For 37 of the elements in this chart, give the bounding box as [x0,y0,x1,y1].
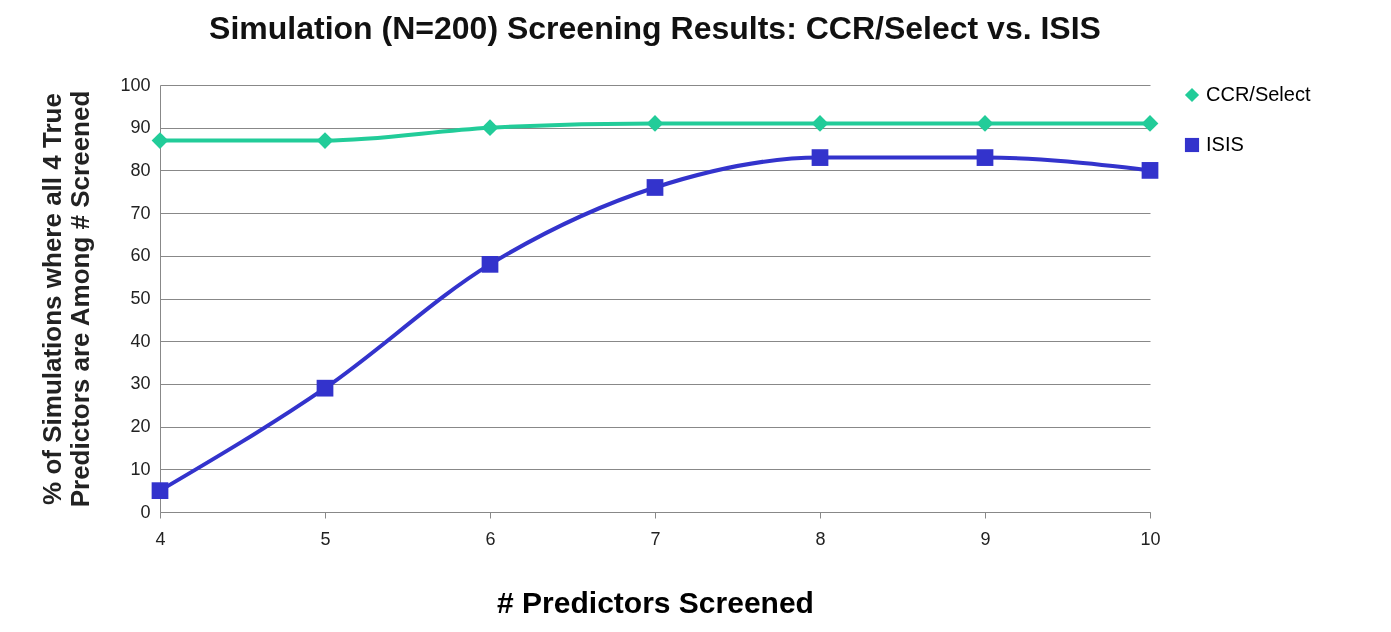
y-axis-title: % of Simulations where all 4 True Predictors are Among # Screened [37,90,96,508]
y-tick-label: 70 [130,202,151,223]
point [811,115,829,132]
y-tick-label: 60 [130,245,151,266]
x-tick-label: 10 [1140,528,1161,549]
point [811,149,829,166]
y-tick-label: 80 [130,159,151,180]
point [646,179,664,196]
x-tick-label: 7 [650,528,661,549]
point [151,132,169,149]
point [1141,115,1159,132]
y-tick-label: 10 [130,458,151,479]
y-tick-label: 100 [120,74,151,95]
y-tick-label: 0 [140,501,151,522]
y-tick-label: 20 [130,416,151,437]
point [481,119,499,137]
x-axis-title: # Predictors Screened [497,585,814,619]
x-tick-label: 8 [815,528,826,549]
x-tick-label: 5 [320,528,331,549]
point [976,115,994,132]
point [316,132,334,149]
y-tick-label: 90 [130,117,151,138]
point [646,115,664,132]
point [481,255,499,273]
point [976,149,994,166]
y-tick-label: 30 [130,373,151,394]
chart-title: Simulation (N=200) Screening Results: CCR/Select vs. ISIS [209,10,1101,46]
x-tick-label: 4 [155,528,166,549]
legend-label: CCR/Select [1206,83,1311,105]
point [316,379,334,397]
x-tick-label: 6 [485,528,496,549]
legend-label: ISIS [1206,133,1244,155]
point [151,482,169,500]
y-tick-label: 40 [130,330,151,351]
point [1141,162,1159,179]
y-tick-label: 50 [130,288,151,308]
x-tick-label: 9 [980,528,991,549]
